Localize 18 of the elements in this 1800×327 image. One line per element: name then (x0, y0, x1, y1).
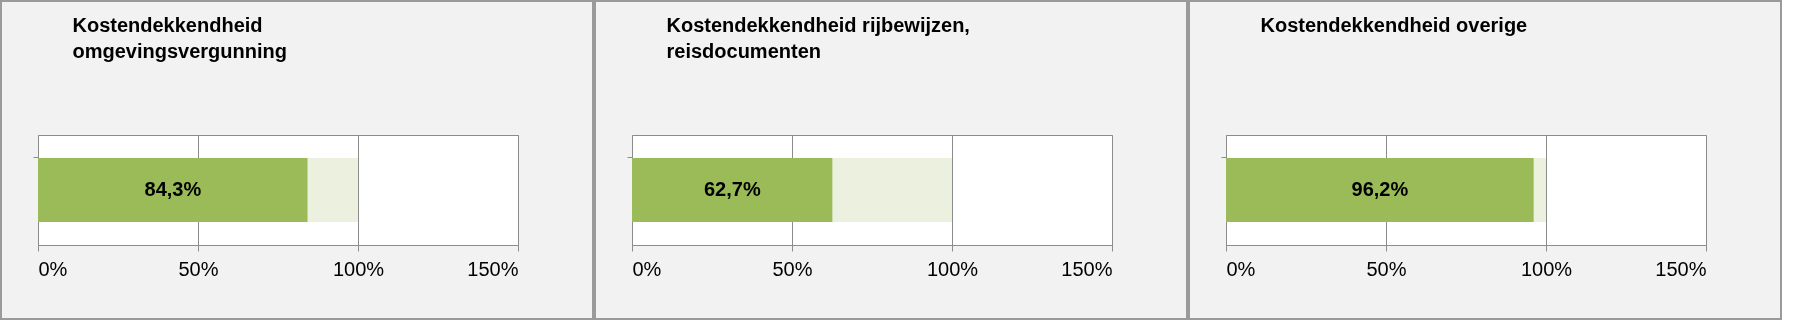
x-tick-label: 0% (38, 257, 68, 280)
x-tick-label: 100% (926, 257, 979, 280)
x-tick-label: 150% (1655, 257, 1707, 280)
data-label: 62,7% (703, 178, 761, 200)
x-tick-label: 0% (1226, 257, 1256, 280)
x-tick-label: 100% (1520, 257, 1573, 280)
data-label: 84,3% (144, 178, 202, 200)
x-tick-label: 0% (632, 257, 662, 280)
chart-title: Kostendekkendheid overige (1260, 14, 1528, 36)
chart-title: Kostendekkendheid rijbewijzen, reisdocumenten (666, 14, 970, 62)
x-tick-label: 50% (772, 257, 813, 280)
x-tick-label: 50% (1366, 257, 1407, 280)
x-tick-label: 150% (467, 257, 519, 280)
data-label: 96,2% (1351, 178, 1409, 200)
x-tick-label: 50% (178, 257, 219, 280)
chart-title: Kostendekkendheid omgevingsvergunning (72, 14, 287, 62)
x-tick-label: 100% (332, 257, 385, 280)
x-tick-label: 150% (1061, 257, 1113, 280)
